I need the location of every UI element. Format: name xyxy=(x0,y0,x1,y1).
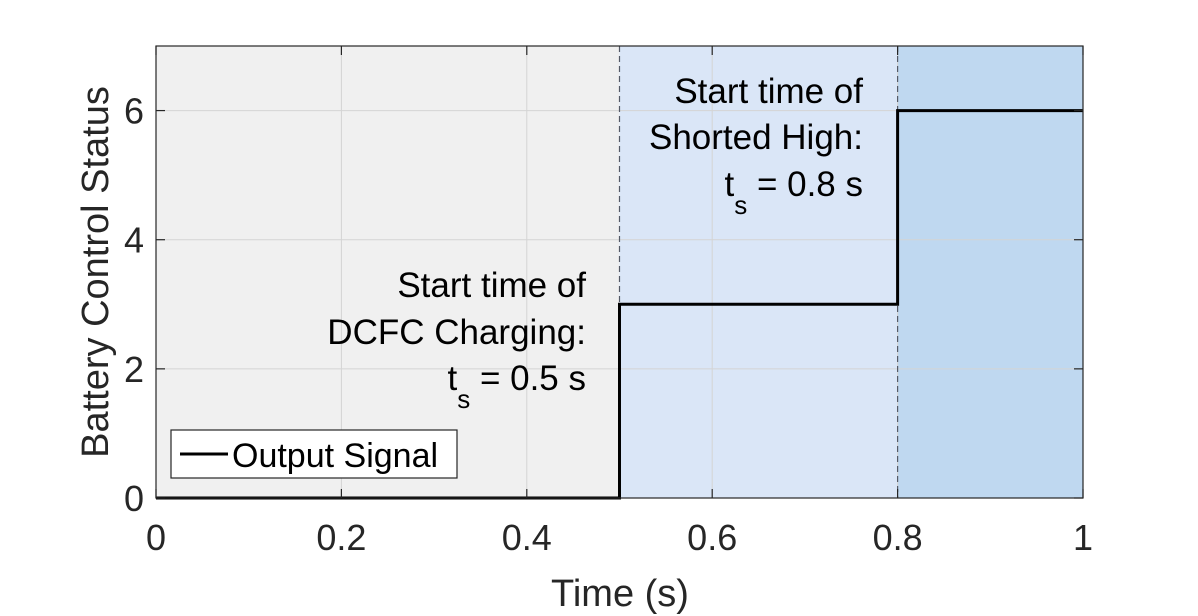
annotation-dcfc-value: = 0.5 s xyxy=(470,359,586,398)
legend-label: Output Signal xyxy=(232,437,438,475)
annotation-shorted-line1: Start time of xyxy=(674,72,863,111)
x-tick-labels: 0 0.2 0.4 0.6 0.8 1 xyxy=(146,517,1093,558)
annotation-dcfc-line2: DCFC Charging: xyxy=(327,313,586,352)
legend: Output Signal xyxy=(170,429,458,479)
y-tick-label-2: 4 xyxy=(124,220,144,261)
annotation-shorted-value: = 0.8 s xyxy=(747,165,863,204)
annotation-shorted-high: Start time of Shorted High: ts = 0.8 s xyxy=(649,72,863,220)
annotation-shorted-subscript: s xyxy=(734,190,747,220)
axis-ticks xyxy=(155,46,1084,499)
annotation-dcfc-t: t xyxy=(447,359,457,398)
annotation-dcfc: Start time of DCFC Charging: ts = 0.5 s xyxy=(327,266,586,414)
y-tick-labels: 0 2 4 6 xyxy=(124,91,144,519)
shaded-region-0 xyxy=(156,46,620,498)
y-tick-label-3: 6 xyxy=(124,91,144,132)
annotation-dcfc-line3: ts = 0.5 s xyxy=(447,359,586,414)
x-tick-label-1: 0.2 xyxy=(316,517,366,558)
annotation-shorted-line2: Shorted High: xyxy=(649,118,863,157)
x-axis-label: Time (s) xyxy=(551,573,689,615)
x-tick-label-2: 0.4 xyxy=(502,517,552,558)
x-tick-label-3: 0.6 xyxy=(687,517,737,558)
annotation-shorted-t: t xyxy=(724,165,734,204)
shaded-region-2 xyxy=(897,46,1083,498)
shaded-regions xyxy=(156,46,1083,498)
annotation-dcfc-subscript: s xyxy=(457,384,470,414)
y-tick-label-1: 2 xyxy=(124,349,144,390)
x-tick-label-0: 0 xyxy=(146,517,166,558)
x-tick-label-4: 0.8 xyxy=(873,517,923,558)
annotation-dcfc-line1: Start time of xyxy=(397,266,586,305)
y-tick-label-0: 0 xyxy=(124,478,144,519)
annotation-shorted-line3: ts = 0.8 s xyxy=(724,165,863,220)
y-axis-label: Battery Control Status xyxy=(75,86,117,458)
x-tick-label-5: 1 xyxy=(1073,517,1093,558)
shaded-region-1 xyxy=(619,46,898,498)
axes-box xyxy=(155,45,1084,499)
